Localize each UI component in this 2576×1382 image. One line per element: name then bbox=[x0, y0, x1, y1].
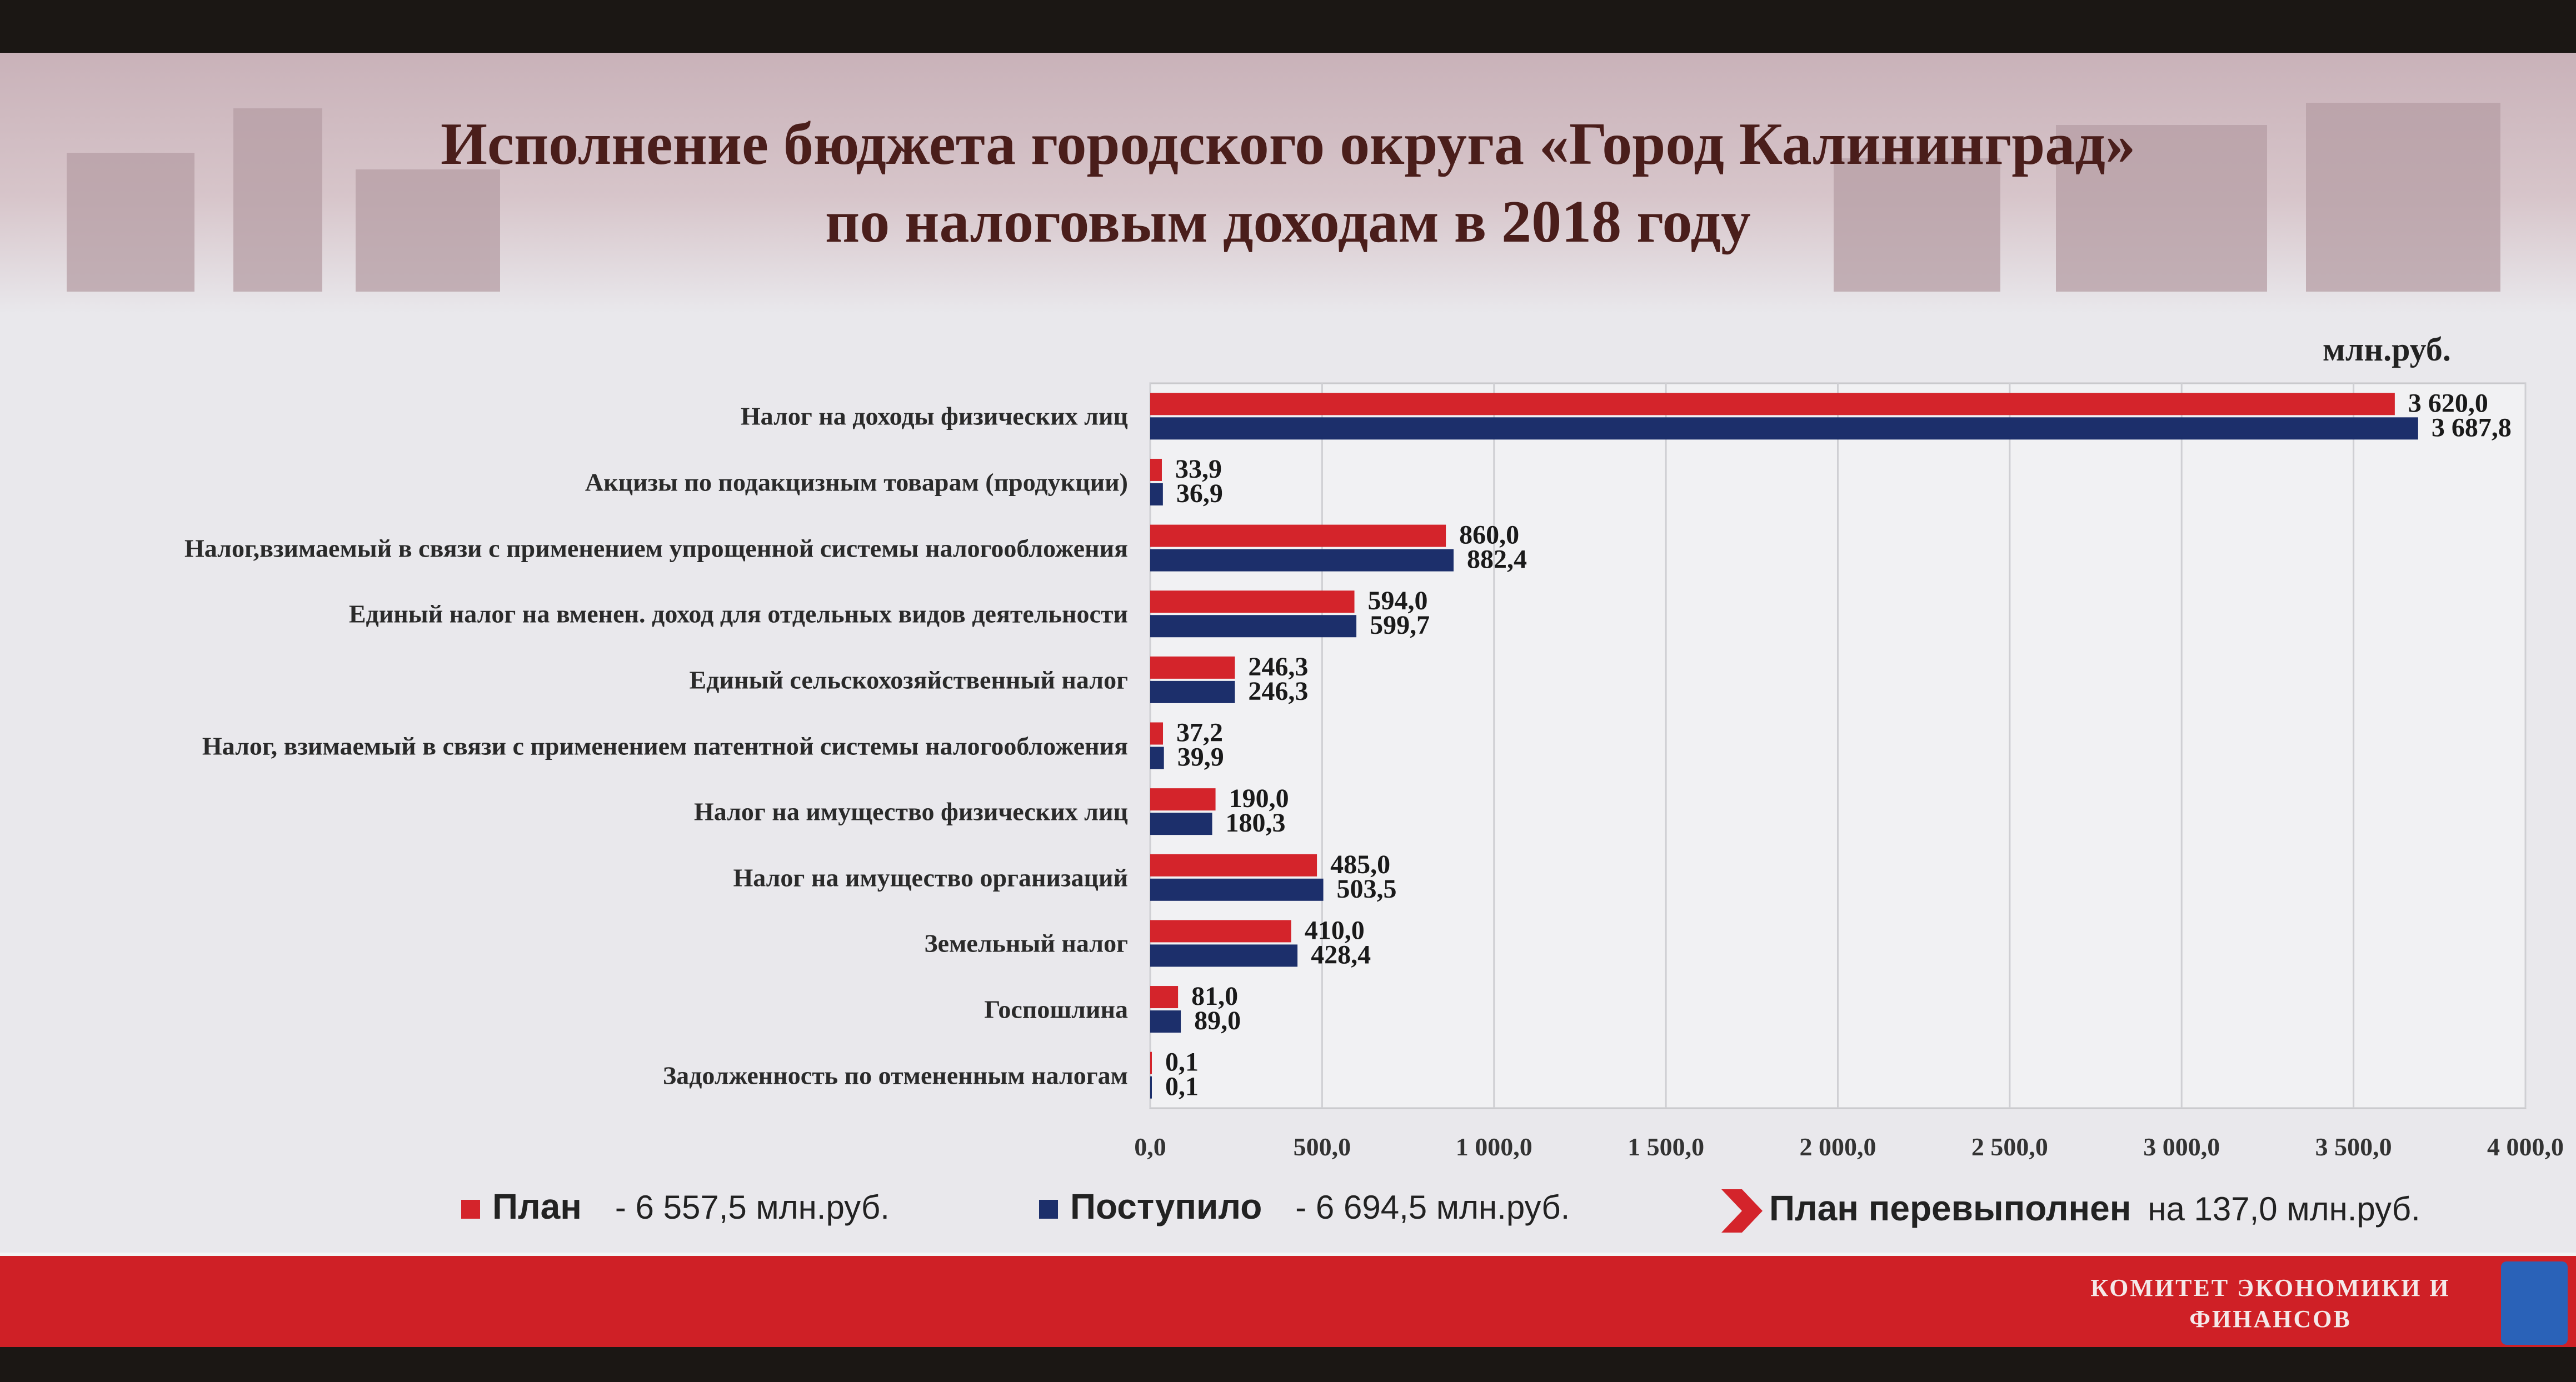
title-banner bbox=[0, 53, 2576, 314]
bar-actual bbox=[1150, 944, 1298, 967]
data-label: 81,0 bbox=[1191, 982, 1238, 1011]
x-tick-label: 4 000,0 bbox=[2487, 1133, 2564, 1161]
data-label: 0,1 bbox=[1165, 1048, 1199, 1077]
category-label: Налог, взимаемый в связи с применением п… bbox=[202, 732, 1128, 760]
category-label: Акцизы по подакцизным товарам (продукции… bbox=[585, 468, 1128, 497]
data-label: 882,4 bbox=[1467, 545, 1527, 574]
bar-plan bbox=[1150, 1051, 1152, 1074]
committee-name: КОМИТЕТ ЭКОНОМИКИ И ФИНАНСОВ bbox=[2076, 1273, 2465, 1335]
legend-over-value: на 137,0 млн.руб. bbox=[2148, 1190, 2420, 1228]
legend-over-label: План перевыполнен bbox=[1769, 1188, 2131, 1228]
legend: План - 6 557,5 млн.руб. Поступило - 6 694,… bbox=[0, 1186, 2576, 1253]
data-label: 246,3 bbox=[1248, 677, 1308, 706]
bar-plan bbox=[1150, 656, 1235, 679]
data-label: 594,0 bbox=[1368, 586, 1428, 615]
x-tick-label: 500,0 bbox=[1294, 1133, 1351, 1161]
legend-actual-swatch bbox=[1039, 1200, 1058, 1219]
bar-actual bbox=[1150, 549, 1454, 572]
banner-building bbox=[233, 108, 322, 292]
unit-label: млн.руб. bbox=[2323, 331, 2451, 368]
bar-plan bbox=[1150, 393, 2395, 415]
data-label: 89,0 bbox=[1194, 1006, 1241, 1035]
data-label: 246,3 bbox=[1248, 652, 1308, 682]
bar-actual bbox=[1150, 680, 1235, 703]
bar-plan bbox=[1150, 722, 1164, 745]
banner-building bbox=[2306, 103, 2500, 292]
category-label: Налог,взимаемый в связи с применением уп… bbox=[184, 534, 1128, 563]
category-label: Налог на доходы физических лиц bbox=[740, 402, 1128, 430]
data-label: 410,0 bbox=[1305, 915, 1365, 945]
bar-actual bbox=[1150, 417, 2418, 440]
x-tick-label: 1 500,0 bbox=[1628, 1133, 1704, 1161]
bar-actual bbox=[1150, 1010, 1181, 1033]
data-label: 190,0 bbox=[1229, 784, 1289, 813]
data-label: 3 620,0 bbox=[2408, 388, 2488, 418]
legend-plan-value: - 6 557,5 млн.руб. bbox=[615, 1189, 890, 1226]
committee-line-2: ФИНАНСОВ bbox=[2189, 1305, 2352, 1333]
data-label: 3 687,8 bbox=[2432, 413, 2512, 442]
bar-chart: 0,0 500,0 1 000,0 1 500,0 2 000,0 2 500,0 3 00… bbox=[1134, 382, 2564, 1161]
bar-actual bbox=[1150, 483, 1163, 505]
bar-plan bbox=[1150, 524, 1446, 547]
bar-plan bbox=[1150, 590, 1355, 613]
banner-building bbox=[1834, 158, 2000, 292]
title-line-1: Исполнение бюджета городского округа «Го… bbox=[441, 111, 2135, 177]
data-label: 485,0 bbox=[1330, 850, 1390, 879]
footer-bar: КОМИТЕТ ЭКОНОМИКИ И ФИНАНСОВ bbox=[0, 1253, 2576, 1347]
city-emblem-icon bbox=[2501, 1261, 2568, 1345]
data-label: 39,9 bbox=[1177, 743, 1224, 772]
slide: Исполнение бюджета городского округа «Го… bbox=[0, 53, 2576, 1347]
category-label: Задолженность по отмененным налогам bbox=[662, 1061, 1128, 1090]
page-title: Исполнение бюджета городского округа «Го… bbox=[0, 106, 2576, 261]
banner-building bbox=[67, 153, 194, 292]
bar-actual bbox=[1150, 747, 1164, 769]
bar-plan bbox=[1150, 788, 1216, 811]
legend-plan: План - 6 557,5 млн.руб. bbox=[461, 1186, 890, 1227]
data-label: 37,2 bbox=[1176, 718, 1223, 748]
category-label: Налог на имущество физических лиц bbox=[693, 797, 1128, 826]
legend-plan-swatch bbox=[461, 1200, 480, 1219]
data-label: 36,9 bbox=[1176, 479, 1223, 508]
category-label: Единый налог на вменен. доход для отдель… bbox=[348, 599, 1128, 628]
bar-plan bbox=[1150, 920, 1291, 943]
title-line-2: по налоговым доходам в 2018 году bbox=[825, 189, 1751, 255]
data-label: 33,9 bbox=[1175, 454, 1222, 484]
category-label: Налог на имущество организаций bbox=[733, 863, 1128, 892]
bar-actual bbox=[1150, 1076, 1152, 1099]
legend-actual: Поступило - 6 694,5 млн.руб. bbox=[1039, 1186, 1570, 1227]
data-label: 860,0 bbox=[1459, 520, 1519, 550]
bar-plan bbox=[1150, 854, 1317, 877]
category-label: Единый сельскохозяйственный налог bbox=[689, 665, 1128, 694]
data-label: 180,3 bbox=[1226, 808, 1286, 838]
bar-actual bbox=[1150, 813, 1212, 835]
data-label: 0,1 bbox=[1165, 1072, 1199, 1101]
category-label: Госпошлина bbox=[984, 995, 1128, 1024]
bar-actual bbox=[1150, 615, 1357, 638]
category-label: Земельный налог bbox=[924, 929, 1128, 958]
legend-over: План перевыполнен на 137,0 млн.руб. bbox=[1717, 1186, 2420, 1236]
data-label: 599,7 bbox=[1370, 610, 1430, 640]
bar-actual bbox=[1150, 878, 1324, 901]
chevron-right-icon bbox=[1721, 1189, 1763, 1233]
data-label: 503,5 bbox=[1337, 874, 1397, 904]
x-tick-label: 1 000,0 bbox=[1456, 1133, 1532, 1161]
bar-plan bbox=[1150, 986, 1179, 1009]
banner-building bbox=[2056, 125, 2267, 292]
committee-line-1: КОМИТЕТ ЭКОНОМИКИ И bbox=[2090, 1274, 2450, 1301]
x-tick-label: 3 000,0 bbox=[2143, 1133, 2220, 1161]
bar-plan bbox=[1150, 458, 1162, 481]
legend-actual-label: Поступило bbox=[1070, 1186, 1262, 1226]
data-label: 428,4 bbox=[1311, 940, 1371, 969]
x-tick-label: 3 500,0 bbox=[2315, 1133, 2392, 1161]
x-tick-label: 0,0 bbox=[1134, 1133, 1166, 1161]
legend-plan-label: План bbox=[492, 1186, 582, 1226]
banner-building bbox=[356, 169, 500, 292]
x-tick-label: 2 500,0 bbox=[1971, 1133, 2048, 1161]
x-tick-label: 2 000,0 bbox=[1800, 1133, 1876, 1161]
legend-actual-value: - 6 694,5 млн.руб. bbox=[1295, 1189, 1570, 1226]
